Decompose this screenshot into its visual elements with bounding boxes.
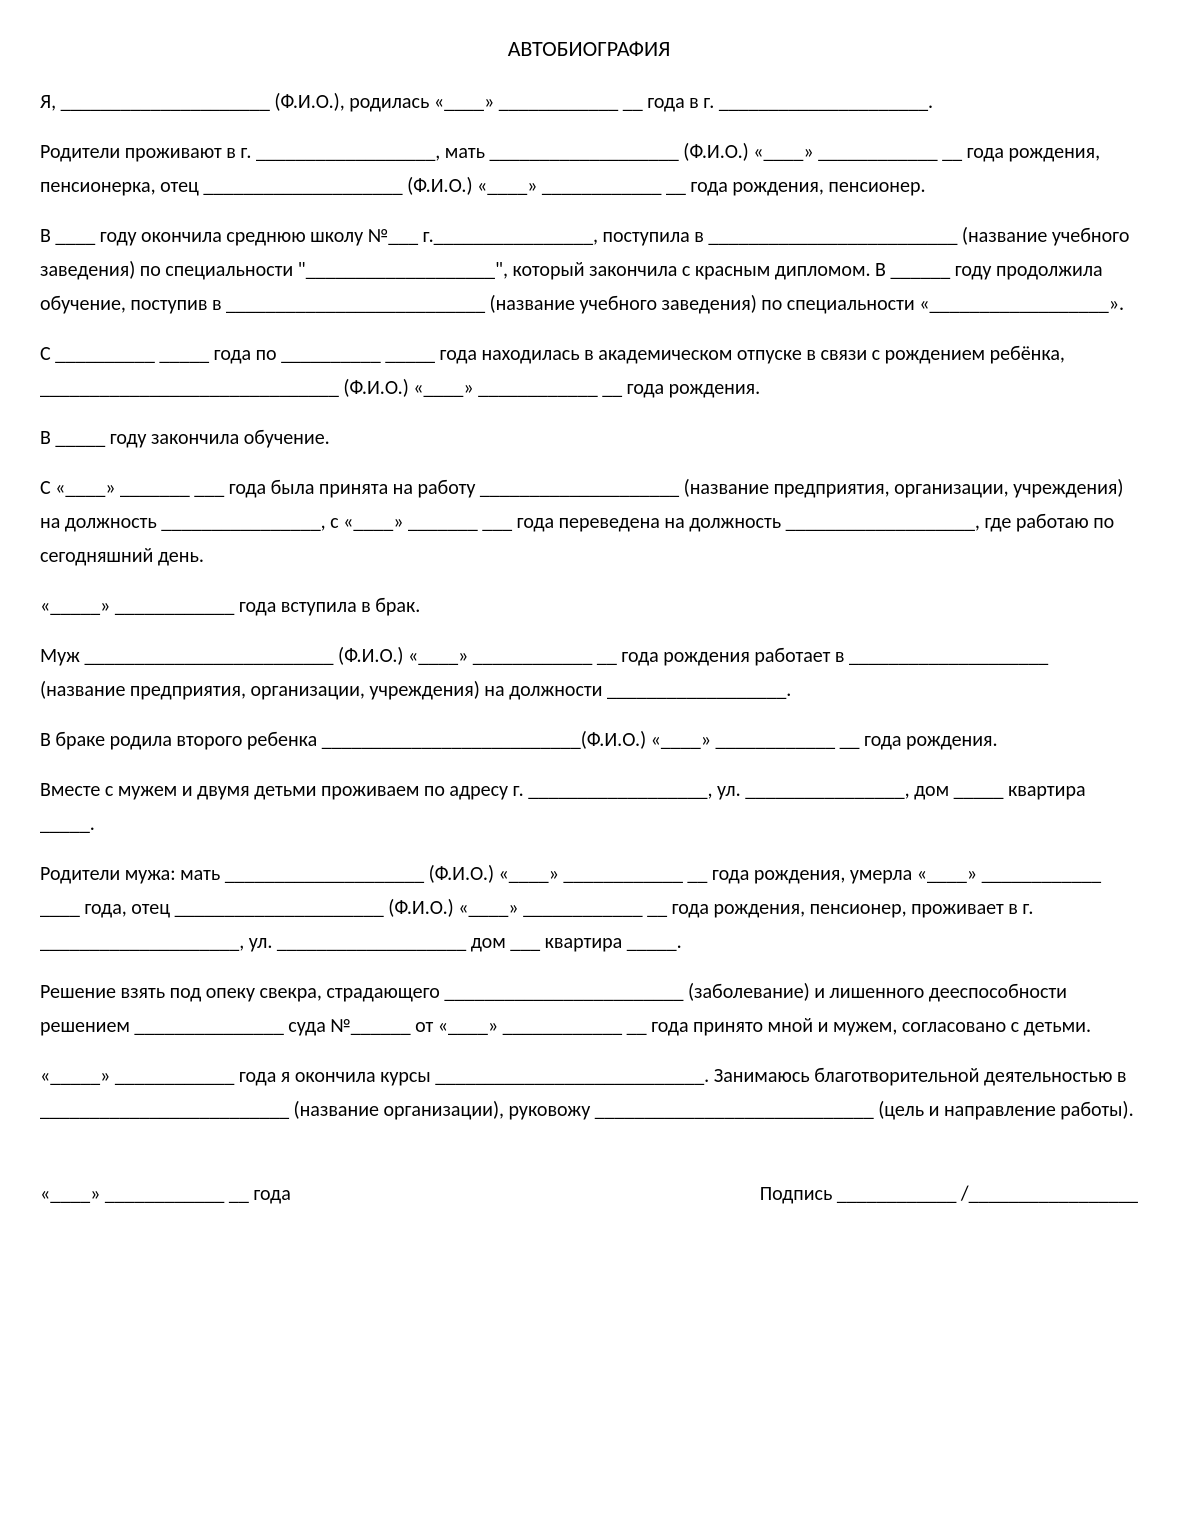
- paragraph-second-child: В браке родила второго ребенка _________…: [40, 723, 1138, 757]
- paragraph-husband: Муж _________________________ (Ф.И.О.) «…: [40, 639, 1138, 707]
- paragraph-marriage: «_____» ____________ года вступила в бра…: [40, 589, 1138, 623]
- footer-row: «____» ____________ __ года Подпись ____…: [40, 1177, 1138, 1211]
- paragraph-address: Вместе с мужем и двумя детьми проживаем …: [40, 773, 1138, 841]
- paragraph-employment: С «____» _______ ___ года была принята н…: [40, 471, 1138, 573]
- paragraph-intro: Я, _____________________ (Ф.И.О.), родил…: [40, 85, 1138, 119]
- footer-date: «____» ____________ __ года: [40, 1177, 291, 1211]
- document-title: АВТОБИОГРАФИЯ: [40, 30, 1138, 67]
- paragraph-education: В ____ году окончила среднюю школу №___ …: [40, 219, 1138, 321]
- paragraph-parents: Родители проживают в г. ________________…: [40, 135, 1138, 203]
- paragraph-academic-leave: С __________ _____ года по __________ __…: [40, 337, 1138, 405]
- paragraph-graduation: В _____ году закончила обучение.: [40, 421, 1138, 455]
- paragraph-guardianship: Решение взять под опеку свекра, страдающ…: [40, 975, 1138, 1043]
- paragraph-courses-charity: «_____» ____________ года я окончила кур…: [40, 1059, 1138, 1127]
- paragraph-husband-parents: Родители мужа: мать ____________________…: [40, 857, 1138, 959]
- footer-signature: Подпись ____________ /_________________: [760, 1177, 1138, 1211]
